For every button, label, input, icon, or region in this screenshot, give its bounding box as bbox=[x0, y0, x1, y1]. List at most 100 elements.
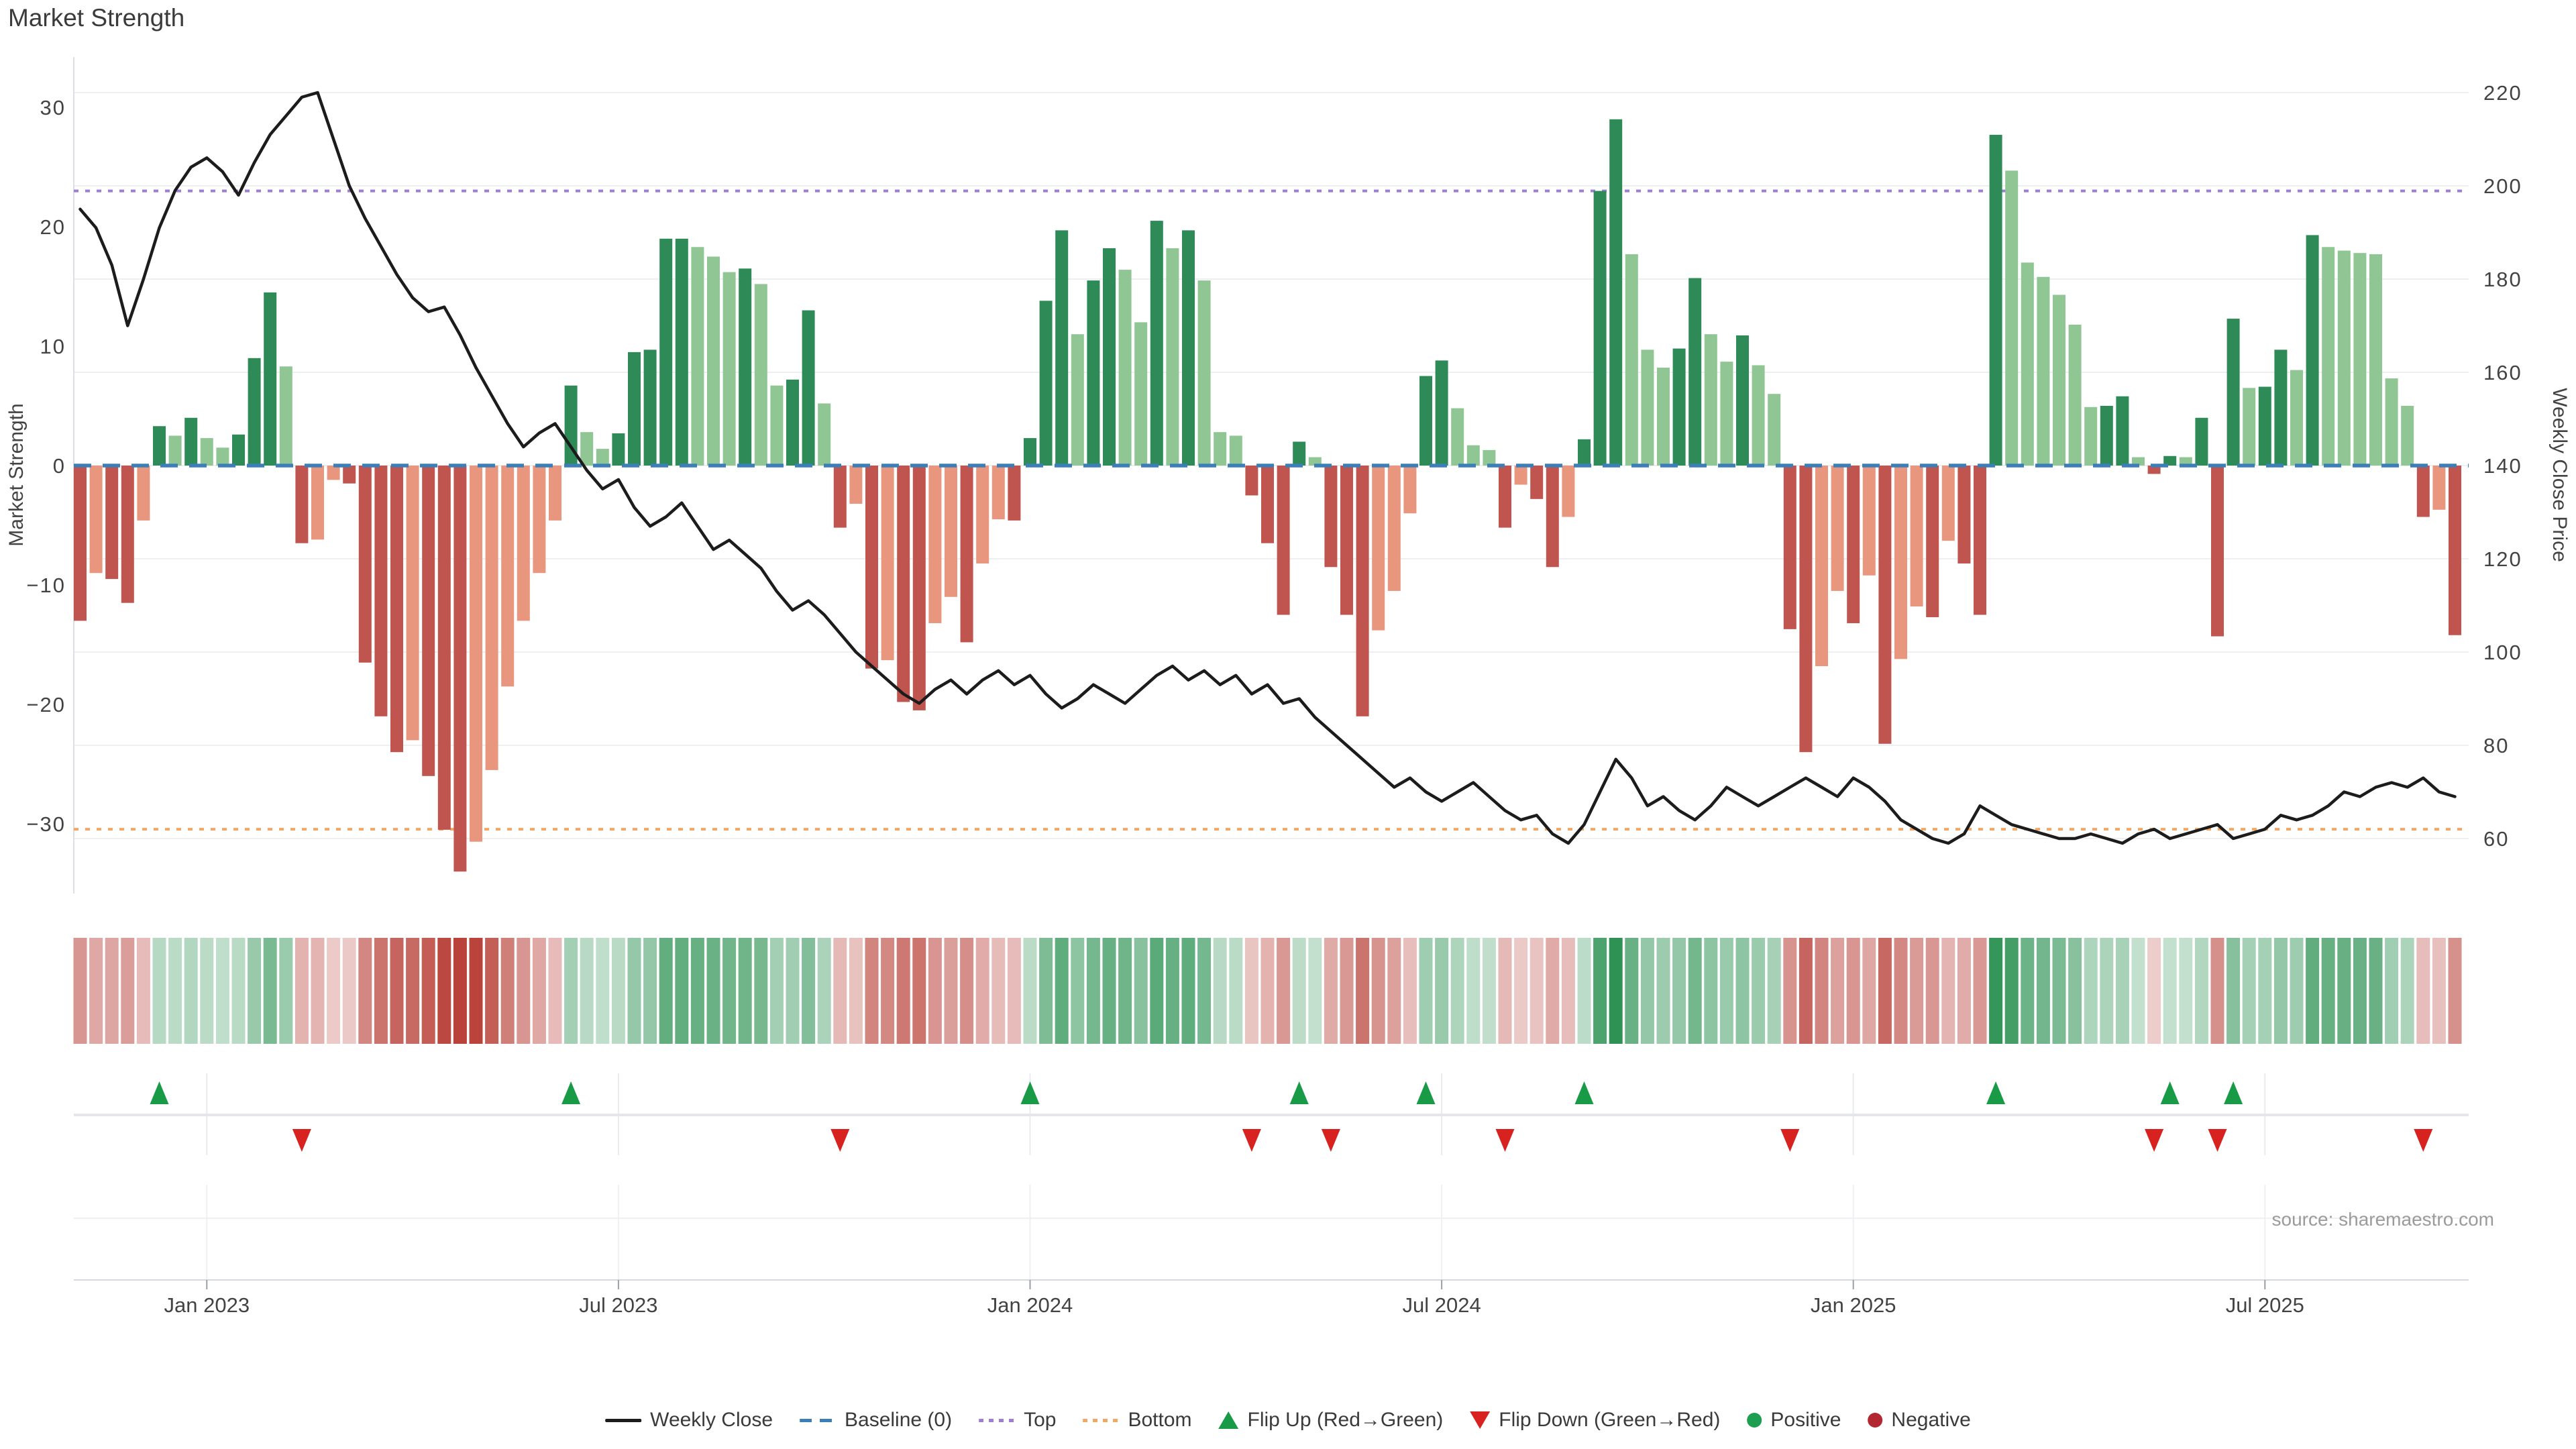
heatmap-cell bbox=[960, 938, 974, 1044]
heatmap-cell bbox=[912, 938, 926, 1044]
y-tick-label-right: 140 bbox=[2483, 454, 2522, 478]
heatmap-cell bbox=[279, 938, 293, 1044]
heatmap-cell bbox=[89, 938, 103, 1044]
heatmap-cell bbox=[1165, 938, 1179, 1044]
flip-down-marker bbox=[2208, 1129, 2227, 1152]
strength-bar bbox=[818, 403, 831, 466]
heatmap-cell bbox=[611, 938, 625, 1044]
heatmap-cell bbox=[2131, 938, 2145, 1044]
heatmap-cell bbox=[896, 938, 910, 1044]
heatmap-cell bbox=[1260, 938, 1275, 1044]
strength-bar bbox=[1783, 466, 1796, 629]
strength-bar bbox=[1214, 432, 1227, 466]
legend-label: Bottom bbox=[1128, 1409, 1192, 1431]
heatmap-cell bbox=[1878, 938, 1892, 1044]
strength-bar bbox=[2322, 247, 2335, 466]
legend-label: Flip Down (Green→Red) bbox=[1499, 1409, 1721, 1431]
heatmap-cell bbox=[2290, 938, 2304, 1044]
strength-bar bbox=[1403, 466, 1417, 514]
heatmap-cell bbox=[2337, 938, 2351, 1044]
legend-item-weekly-close[interactable]: Weekly Close bbox=[605, 1409, 773, 1432]
y-tick-label-left: −30 bbox=[26, 812, 66, 836]
heatmap-cell bbox=[1055, 938, 1069, 1044]
y-tick-label-left: 30 bbox=[40, 96, 66, 119]
heatmap-cell bbox=[1277, 938, 1291, 1044]
strength-bar bbox=[453, 466, 467, 872]
heatmap-cell bbox=[1799, 938, 1813, 1044]
strength-bar bbox=[1197, 280, 1211, 466]
strength-bar bbox=[406, 466, 419, 741]
heatmap-cell bbox=[1941, 938, 1955, 1044]
strength-bar bbox=[279, 366, 292, 466]
heatmap-cell bbox=[580, 938, 594, 1044]
strength-bar bbox=[2401, 406, 2414, 466]
strength-bar bbox=[707, 256, 720, 466]
strength-bar bbox=[1799, 466, 1813, 753]
strength-bar bbox=[2306, 235, 2319, 466]
heatmap-cell bbox=[2036, 938, 2050, 1044]
strength-bar bbox=[1134, 322, 1148, 466]
strength-bar bbox=[374, 466, 388, 716]
strength-bar bbox=[2353, 253, 2367, 466]
strength-bar bbox=[897, 466, 910, 702]
heatmap-cell bbox=[184, 938, 198, 1044]
heatmap-cell bbox=[248, 938, 262, 1044]
strength-bar bbox=[1941, 466, 1955, 541]
legend-item-negative[interactable]: Negative bbox=[1868, 1409, 1971, 1432]
heatmap-cell bbox=[1466, 938, 1481, 1044]
heatmap-cell bbox=[2448, 938, 2462, 1044]
strength-bar bbox=[1878, 466, 1892, 744]
heatmap-cell bbox=[2385, 938, 2399, 1044]
heatmap-cell bbox=[1609, 938, 1623, 1044]
heatmap-cell bbox=[152, 938, 166, 1044]
strength-bar bbox=[722, 272, 736, 466]
positive-dot-icon bbox=[1747, 1413, 1762, 1428]
flip-up-marker bbox=[561, 1081, 581, 1104]
legend-item-baseline-0[interactable]: Baseline (0) bbox=[800, 1409, 952, 1432]
strength-bar bbox=[1293, 441, 1306, 466]
flip-down-marker bbox=[292, 1129, 311, 1152]
strength-bar bbox=[327, 466, 340, 480]
strength-bar bbox=[770, 385, 784, 466]
strength-bar bbox=[1308, 457, 1322, 466]
strength-bar bbox=[264, 292, 277, 466]
bottom-line-icon bbox=[1083, 1418, 1120, 1422]
strength-bar bbox=[2005, 170, 2019, 466]
heatmap-cell bbox=[437, 938, 451, 1044]
strength-bar bbox=[200, 438, 213, 466]
strength-bar bbox=[833, 466, 847, 528]
heatmap-cell bbox=[881, 938, 895, 1044]
heatmap-cell bbox=[1197, 938, 1212, 1044]
strength-bar bbox=[580, 432, 594, 466]
heatmap-cell bbox=[991, 938, 1006, 1044]
heatmap-cell bbox=[2115, 938, 2129, 1044]
heatmap-cell bbox=[327, 938, 341, 1044]
right-axis-title: Weekly Close Price bbox=[2548, 388, 2571, 562]
strength-bar bbox=[1815, 466, 1828, 667]
strength-bar bbox=[2163, 455, 2177, 466]
strength-bar bbox=[105, 466, 119, 580]
legend-item-flip-down-green-red[interactable]: Flip Down (Green→Red) bbox=[1470, 1409, 1720, 1432]
heatmap-cell bbox=[1118, 938, 1132, 1044]
heatmap-cell bbox=[769, 938, 784, 1044]
strength-bar bbox=[628, 352, 641, 466]
strength-bar bbox=[2211, 466, 2224, 637]
legend-label: Top bbox=[1024, 1409, 1057, 1431]
x-tick-label: Jan 2024 bbox=[987, 1293, 1073, 1317]
strength-bar bbox=[295, 466, 309, 543]
legend-item-bottom[interactable]: Bottom bbox=[1083, 1409, 1192, 1432]
heatmap-cell bbox=[722, 938, 737, 1044]
heatmap-cell bbox=[358, 938, 372, 1044]
strength-bar bbox=[422, 466, 435, 776]
y-tick-label-right: 60 bbox=[2483, 827, 2509, 851]
heatmap-cell bbox=[1735, 938, 1750, 1044]
flip-down-marker bbox=[1495, 1129, 1515, 1152]
strength-bar bbox=[390, 466, 403, 753]
legend-item-positive[interactable]: Positive bbox=[1747, 1409, 1841, 1432]
strength-bar bbox=[1466, 445, 1480, 466]
heatmap-cell bbox=[1387, 938, 1401, 1044]
legend-item-flip-up-red-green[interactable]: Flip Up (Red→Green) bbox=[1218, 1409, 1443, 1432]
legend-item-top[interactable]: Top bbox=[979, 1409, 1056, 1432]
heatmap-cell bbox=[1815, 938, 1829, 1044]
legend-label: Negative bbox=[1891, 1409, 1971, 1431]
